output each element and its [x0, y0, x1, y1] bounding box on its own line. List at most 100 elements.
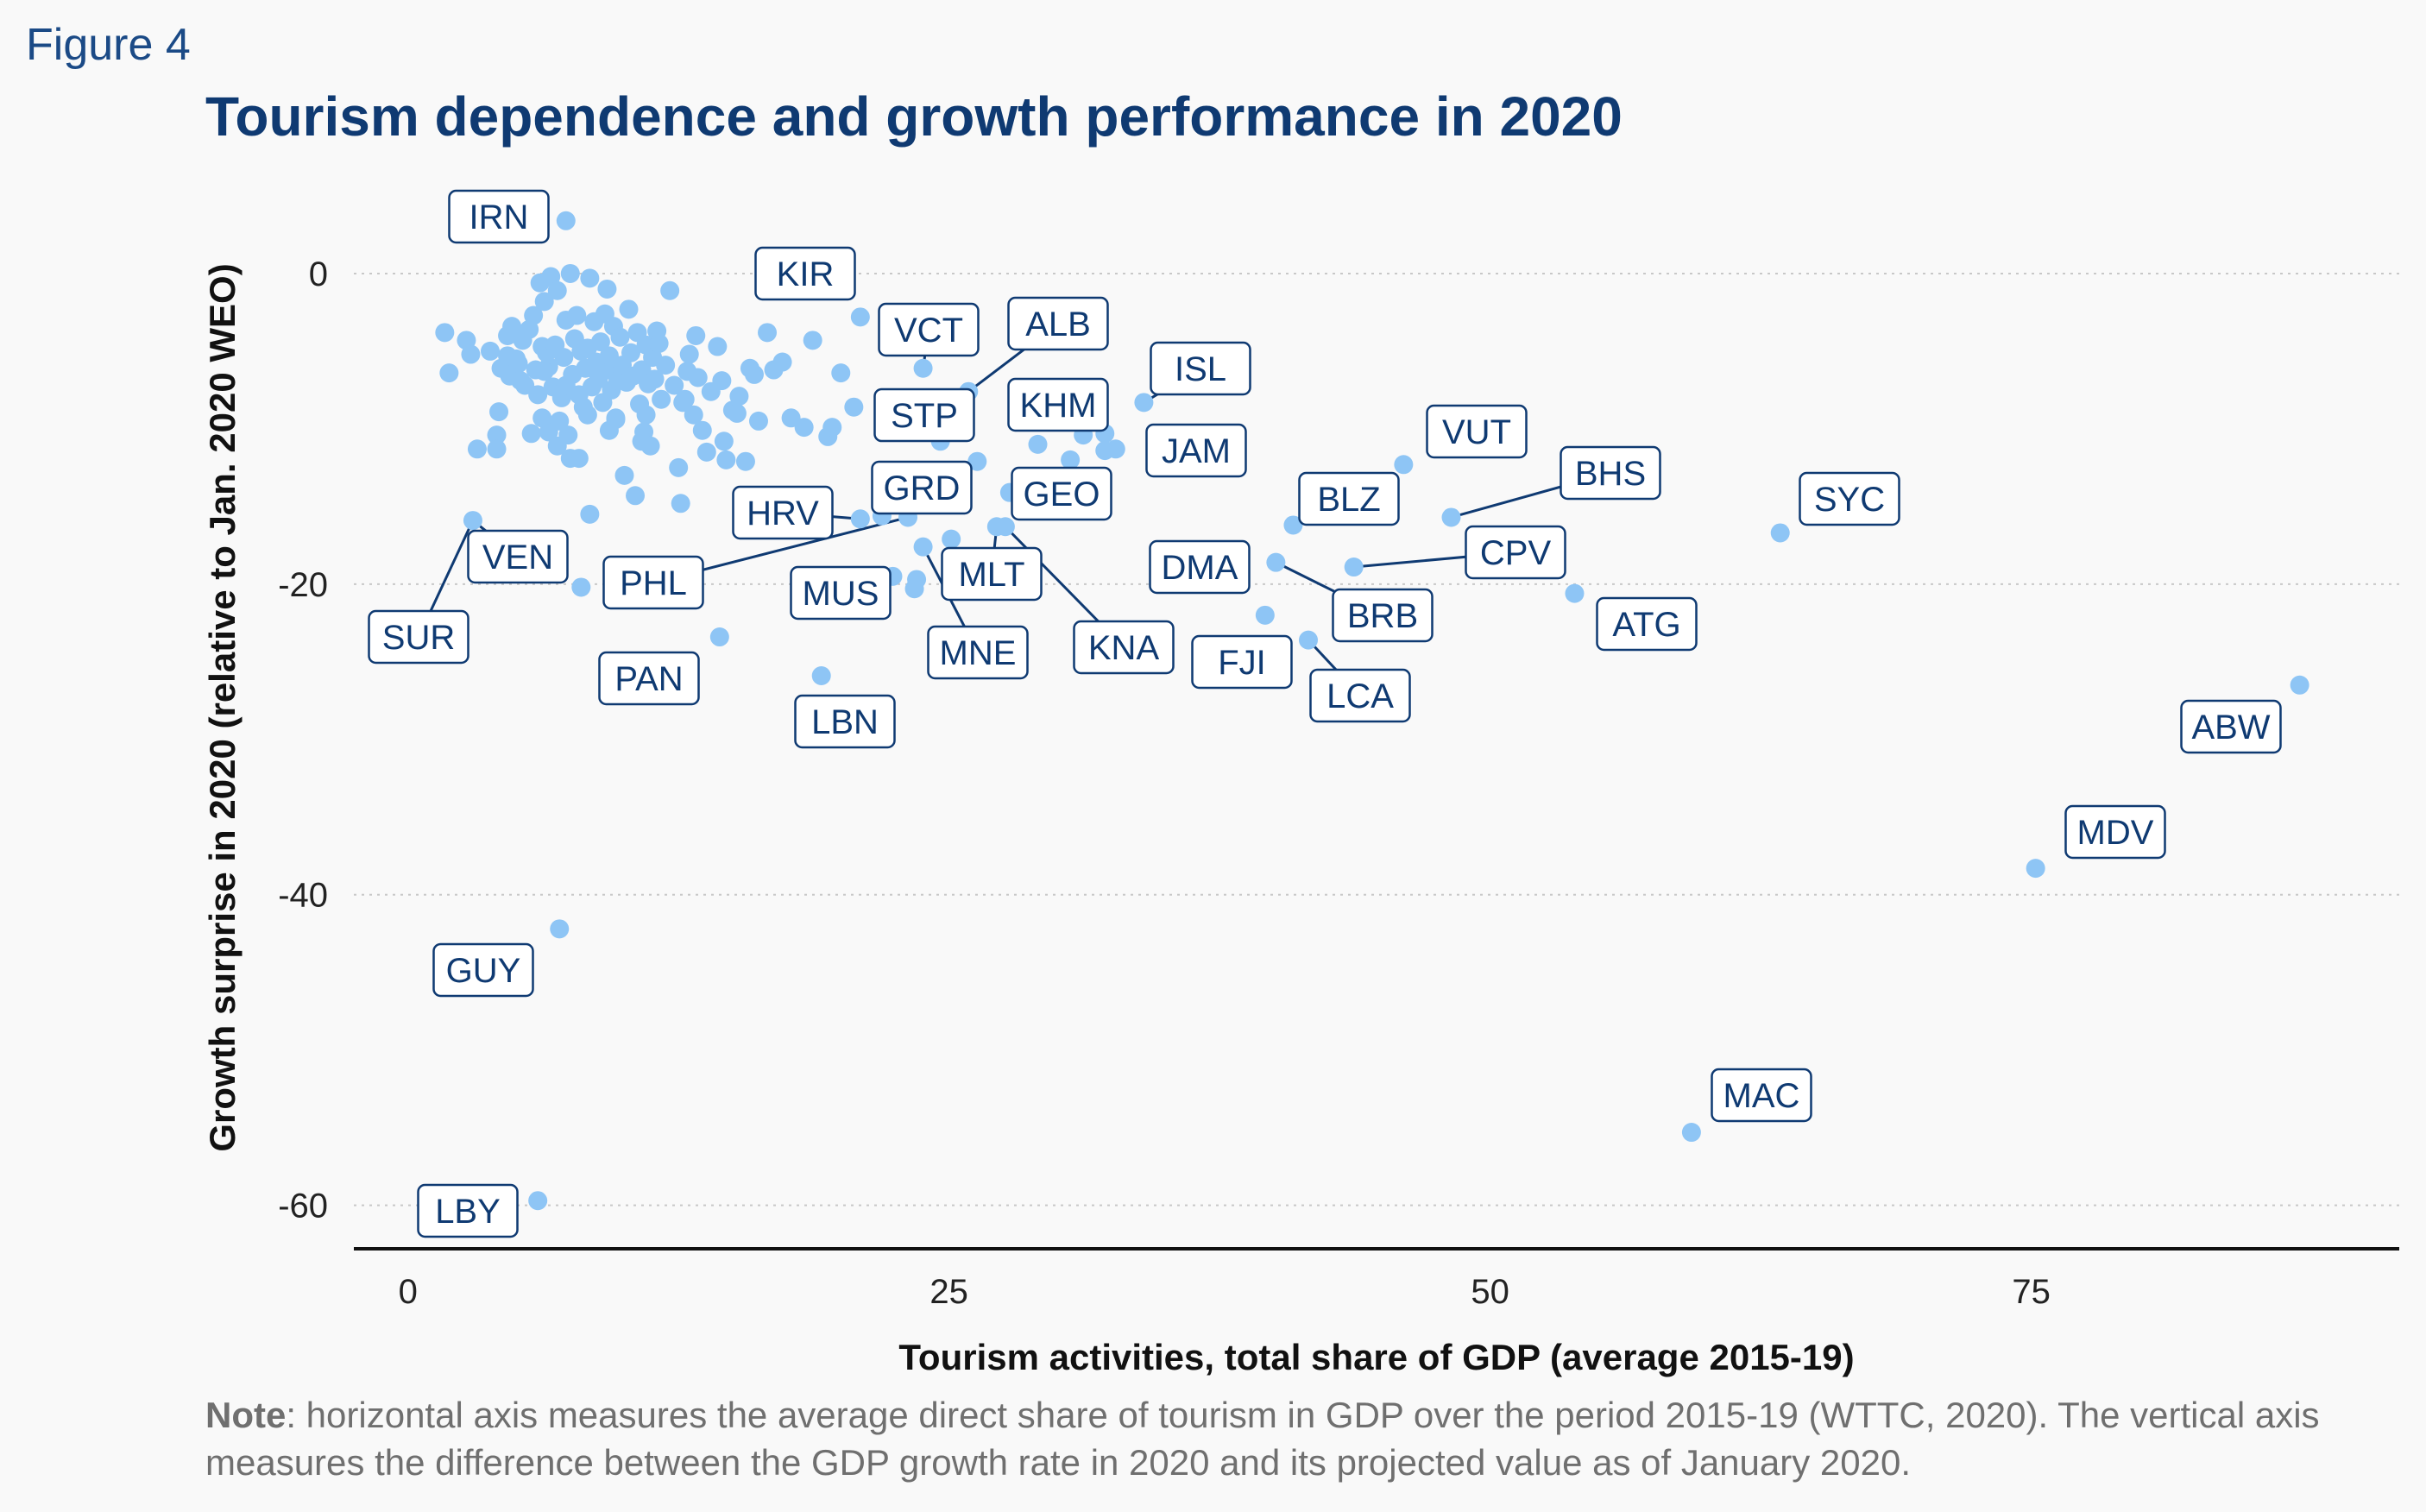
data-point [550, 411, 570, 431]
data-point [831, 363, 851, 383]
x-tick-label: 0 [399, 1273, 418, 1311]
data-point [729, 387, 749, 406]
label-box-irn [448, 189, 550, 244]
point-label-brb: BRB [1347, 597, 1418, 635]
data-point-kir [850, 307, 870, 327]
point-label-guy: GUY [446, 952, 521, 990]
data-point-blz [1283, 515, 1303, 535]
point-label-mlt: MLT [958, 556, 1024, 594]
data-point [696, 442, 716, 462]
y-tick-label: 0 [309, 255, 328, 293]
axes: 0 -20 -40 -60 0 25 50 75 Tourism activities, tot… [202, 255, 2399, 1377]
data-point-dma [1266, 552, 1286, 572]
point-label-phl: PHL [620, 564, 687, 602]
data-point [569, 449, 589, 469]
gridlines [354, 272, 2399, 1206]
point-label-fji: FJI [1218, 644, 1266, 682]
data-point-guy [550, 919, 570, 939]
data-point-lca [1299, 630, 1318, 650]
data-point-pan [709, 627, 729, 647]
figure-label: Figure 4 [26, 20, 191, 70]
data-point-fji [1255, 605, 1275, 625]
label-box-phl [602, 555, 704, 610]
x-axis-title: Tourism activities, total share of GDP (… [898, 1337, 1854, 1377]
point-label-lby: LBY [435, 1193, 501, 1231]
label-box-pan [598, 651, 700, 706]
data-point [487, 439, 507, 459]
data-point [632, 432, 652, 451]
data-point-isl [1134, 393, 1154, 413]
data-point [521, 424, 541, 444]
label-box-fji [1191, 634, 1293, 690]
y-tick-label: -60 [278, 1188, 328, 1225]
data-point [610, 327, 630, 347]
label-box-mlt [941, 546, 1043, 602]
data-point [621, 343, 641, 362]
label-box-hrv [732, 485, 834, 540]
data-points [435, 211, 2309, 1211]
data-point [560, 263, 580, 283]
point-labels: IRN KIR VCT ALB ISL KHM JAM STP VUT GEO GRD HRV BLZ B… [368, 189, 2282, 1238]
data-point-syc [1770, 523, 1790, 543]
point-label-stp: STP [891, 397, 958, 435]
point-label-mac: MAC [1723, 1077, 1800, 1115]
data-point [467, 439, 487, 459]
data-point-bhs [1441, 507, 1461, 527]
data-point [528, 385, 548, 405]
label-box-alb [1007, 296, 1109, 351]
data-point [636, 405, 656, 425]
data-point-hrv [850, 509, 870, 529]
data-point [619, 299, 639, 319]
data-point [567, 306, 587, 325]
label-box-cpv [1465, 525, 1566, 580]
data-point [772, 352, 792, 372]
label-box-lca [1309, 668, 1411, 723]
data-point [502, 317, 522, 337]
data-point [714, 432, 734, 451]
data-point-lby [528, 1191, 548, 1211]
point-label-kir: KIR [777, 255, 835, 293]
data-point [794, 418, 814, 438]
point-label-bhs: BHS [1575, 455, 1646, 493]
point-label-lca: LCA [1326, 677, 1394, 715]
data-point [626, 486, 646, 506]
data-point [671, 494, 690, 513]
data-point [590, 332, 610, 352]
data-point [716, 450, 736, 469]
data-point [554, 348, 574, 368]
data-point [844, 397, 864, 417]
point-label-pan: PAN [614, 660, 683, 698]
point-label-dma: DMA [1162, 549, 1238, 587]
y-tick-label: -40 [278, 877, 328, 915]
data-point [675, 389, 695, 409]
data-point [758, 323, 778, 343]
data-point [597, 279, 617, 299]
data-point [684, 405, 703, 425]
data-point [656, 356, 676, 375]
data-point [571, 577, 591, 597]
label-box-mdv [2064, 804, 2166, 860]
data-point [649, 333, 669, 353]
point-label-irn: IRN [469, 198, 529, 236]
label-box-ven [467, 529, 569, 584]
data-point [652, 389, 671, 409]
data-point [744, 364, 764, 384]
data-point [524, 306, 544, 325]
data-point [577, 405, 597, 425]
data-point [614, 465, 634, 485]
chart-note: Note: horizontal axis measures the avera… [205, 1391, 2346, 1486]
data-point [660, 280, 680, 300]
label-box-atg [1596, 596, 1698, 652]
data-point [645, 369, 665, 389]
data-point [748, 411, 768, 431]
label-box-abw [2180, 699, 2282, 754]
data-point [688, 368, 708, 387]
data-point [547, 436, 567, 456]
data-point [487, 425, 507, 445]
data-point-grd [967, 451, 987, 471]
point-label-lbn: LBN [811, 703, 879, 741]
point-label-mdv: MDV [2077, 814, 2154, 852]
data-point [489, 402, 509, 422]
point-label-atg: ATG [1612, 606, 1680, 644]
